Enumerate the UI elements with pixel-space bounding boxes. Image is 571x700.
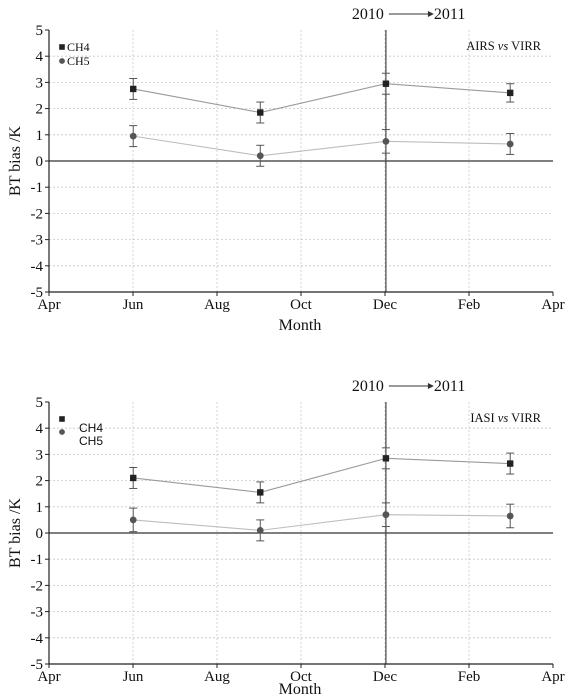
y-tick-label: 4: [36, 49, 44, 65]
y-tick-label: 2: [36, 474, 44, 490]
legend-marker-ch5: [59, 429, 65, 435]
y-tick-label: 3: [36, 447, 44, 463]
series-line-ch5: [133, 135, 511, 157]
y-tick-label: -4: [31, 631, 44, 647]
x-tick-label: Apr: [37, 669, 60, 685]
data-point-ch4: [382, 80, 390, 87]
x-axis-label: Month: [279, 681, 322, 698]
annotation-instrument: AIRS: [466, 39, 495, 53]
data-point-ch4: [257, 489, 264, 496]
period-arrow-head: [427, 383, 434, 389]
y-tick-label: 5: [36, 23, 44, 39]
y-tick-label: -4: [31, 259, 44, 275]
x-tick-label: Feb: [458, 297, 481, 313]
x-tick-label: Oct: [290, 297, 312, 313]
annotation-reference: VIRR: [511, 411, 542, 425]
series-line-ch5: [133, 514, 511, 531]
x-tick-label: Aug: [204, 669, 230, 685]
data-point-ch5: [506, 512, 514, 520]
legend-marker-ch4: [59, 416, 65, 422]
legend-marker-ch4: [59, 44, 65, 50]
y-tick-label: -5: [31, 285, 44, 301]
y-tick-label: 5: [36, 395, 44, 411]
legend-label-ch4: CH4: [79, 421, 103, 435]
series-line-ch4: [133, 83, 511, 114]
data-point-ch5: [506, 140, 514, 148]
comparison-annotation: IASI vs VIRR: [470, 411, 541, 425]
y-axis-label: BT bias /K: [7, 498, 24, 568]
annotation-vs: vs: [498, 39, 509, 53]
period-arrow-head: [427, 11, 434, 17]
comparison-annotation: AIRS vs VIRR: [466, 39, 541, 53]
y-tick-label: -2: [31, 578, 44, 594]
x-tick-label: Apr: [541, 669, 564, 685]
x-axis-label: Month: [279, 317, 322, 334]
y-tick-label: 1: [36, 128, 44, 144]
period-start-label: 2010: [352, 378, 384, 395]
y-tick-label: 4: [36, 421, 44, 437]
y-axis-label: BT bias /K: [7, 126, 24, 196]
annotation-instrument: IASI: [470, 411, 494, 425]
legend-label-ch5: CH5: [79, 434, 103, 448]
data-point-ch4: [130, 85, 137, 93]
x-tick-label: Aug: [204, 297, 230, 313]
data-point-ch5: [382, 511, 390, 519]
annotation-reference: VIRR: [511, 39, 542, 53]
x-tick-label: Feb: [458, 669, 481, 685]
data-point-ch5: [256, 152, 264, 160]
period-start-label: 2010: [352, 6, 384, 23]
data-point-ch5: [256, 526, 264, 534]
y-tick-label: -3: [31, 605, 44, 621]
x-tick-label: Oct: [290, 669, 312, 685]
data-point-ch5: [382, 137, 390, 145]
y-tick-label: 0: [36, 526, 44, 542]
y-tick-label: -2: [31, 206, 44, 222]
y-tick-label: 3: [36, 75, 44, 91]
legend-label-ch4: CH4: [67, 40, 90, 54]
period-end-label: 2011: [434, 378, 465, 395]
legend-label-ch5: CH5: [67, 54, 90, 68]
data-point-ch4: [257, 109, 264, 116]
y-tick-label: 0: [36, 154, 44, 170]
y-tick-label: -1: [31, 552, 44, 568]
data-point-ch4: [130, 474, 137, 482]
x-tick-label: Dec: [373, 297, 397, 313]
data-point-ch4: [506, 460, 514, 467]
y-tick-label: -1: [31, 180, 44, 196]
y-tick-label: -5: [31, 657, 44, 673]
y-tick-label: 1: [36, 500, 44, 516]
y-tick-label: 2: [36, 102, 44, 118]
data-point-ch5: [129, 132, 137, 140]
x-tick-label: Jun: [123, 669, 144, 685]
data-point-ch5: [129, 516, 137, 524]
y-tick-label: -3: [31, 233, 44, 249]
legend-marker-ch5: [59, 58, 65, 64]
series-line-ch4: [133, 457, 511, 493]
x-tick-label: Apr: [541, 297, 564, 313]
data-point-ch4: [382, 455, 390, 462]
data-point-ch4: [506, 89, 514, 97]
annotation-vs: vs: [498, 411, 509, 425]
x-tick-label: Dec: [373, 669, 397, 685]
period-end-label: 2011: [434, 6, 465, 23]
x-tick-label: Jun: [123, 297, 144, 313]
x-tick-label: Apr: [37, 297, 60, 313]
